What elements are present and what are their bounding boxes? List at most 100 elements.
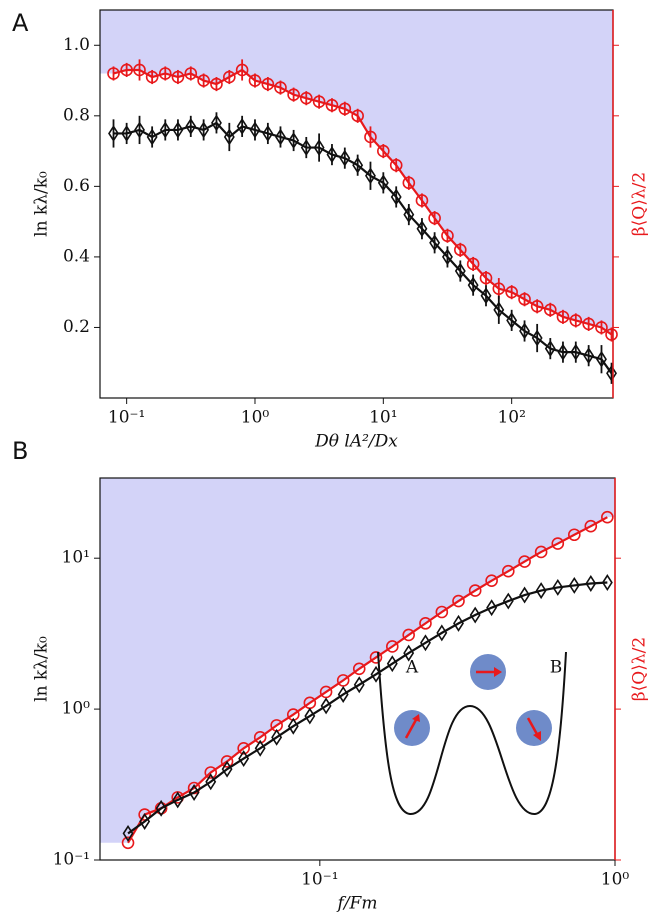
marker — [172, 121, 184, 139]
panel-label: B — [12, 437, 28, 465]
series-line — [113, 68, 613, 336]
marker — [188, 784, 200, 802]
marker — [287, 88, 300, 101]
marker — [171, 70, 185, 84]
marker — [172, 791, 184, 809]
arrowhead — [412, 714, 420, 722]
marker — [158, 67, 172, 80]
marker — [364, 130, 377, 144]
marker — [319, 685, 333, 699]
marker — [210, 77, 223, 91]
panel-label: A — [12, 9, 29, 37]
x-axis-title: f/Fm — [336, 894, 378, 914]
marker — [134, 121, 145, 139]
marker — [326, 146, 338, 164]
marker — [467, 276, 479, 294]
marker — [568, 576, 580, 594]
marker — [584, 519, 598, 533]
marker — [211, 114, 222, 132]
marker — [518, 292, 531, 306]
x-axis-title: Dθ lA²/Dx — [314, 432, 398, 452]
marker — [121, 124, 133, 142]
series-line — [113, 121, 613, 374]
marker — [535, 582, 547, 600]
marker — [390, 188, 402, 206]
marker — [237, 741, 250, 755]
x-tick-label: 10⁻¹ — [108, 408, 145, 428]
marker — [543, 303, 557, 317]
marker — [493, 301, 505, 319]
marker — [585, 574, 597, 592]
marker — [606, 364, 617, 382]
marker — [570, 343, 582, 361]
marker — [531, 329, 543, 347]
marker — [506, 311, 518, 329]
marker — [299, 91, 313, 105]
marker — [583, 347, 595, 365]
marker — [377, 174, 389, 192]
marker — [386, 655, 398, 673]
marker — [238, 750, 250, 768]
marker — [454, 262, 466, 280]
marker — [441, 229, 454, 243]
marker — [568, 528, 581, 542]
arrow — [404, 717, 419, 739]
marker — [221, 760, 233, 778]
marker — [154, 802, 168, 815]
marker — [552, 578, 564, 596]
plot-area — [121, 510, 614, 850]
marker — [338, 102, 352, 116]
marker — [352, 662, 366, 676]
marker — [352, 156, 364, 174]
marker — [133, 63, 146, 77]
marker — [337, 685, 349, 703]
marker — [551, 537, 565, 550]
marker — [336, 674, 350, 687]
marker — [485, 574, 498, 587]
marker — [248, 74, 262, 87]
marker — [122, 824, 134, 842]
arrowhead — [533, 731, 541, 741]
marker — [428, 211, 441, 225]
y-axis-title: ln kλ/k₀ — [32, 171, 52, 237]
marker — [415, 194, 429, 207]
marker — [365, 167, 376, 185]
shaded-region — [100, 10, 613, 335]
marker — [249, 121, 261, 139]
marker — [502, 592, 514, 610]
marker — [288, 132, 300, 149]
marker — [204, 766, 218, 779]
marker — [419, 617, 432, 630]
marker — [235, 63, 249, 77]
x-tick-label: 10⁻¹ — [301, 870, 338, 890]
marker — [155, 799, 167, 817]
marker — [402, 176, 416, 190]
marker — [595, 321, 608, 334]
marker — [582, 317, 595, 331]
marker — [534, 545, 548, 559]
marker — [385, 640, 399, 653]
marker — [420, 634, 431, 652]
marker — [466, 257, 480, 271]
marker — [300, 139, 312, 157]
marker — [197, 74, 210, 87]
marker — [605, 328, 618, 341]
marker — [184, 67, 198, 80]
marker — [220, 755, 234, 768]
y-tick-label: 0.2 — [63, 317, 90, 337]
y-tick-label: 0.4 — [63, 246, 90, 266]
marker — [403, 644, 415, 662]
x-tick-label: 10⁰ — [241, 408, 270, 428]
marker — [389, 158, 403, 172]
marker — [313, 139, 325, 157]
y2-axis-title: β⟨Q⟩λ/2 — [630, 172, 650, 236]
marker — [601, 574, 613, 591]
y-tick-label: 10⁰ — [62, 699, 91, 719]
marker — [557, 343, 569, 361]
marker — [544, 340, 556, 358]
marker — [274, 81, 287, 94]
marker — [320, 697, 332, 715]
marker — [569, 314, 583, 327]
marker — [486, 599, 498, 617]
